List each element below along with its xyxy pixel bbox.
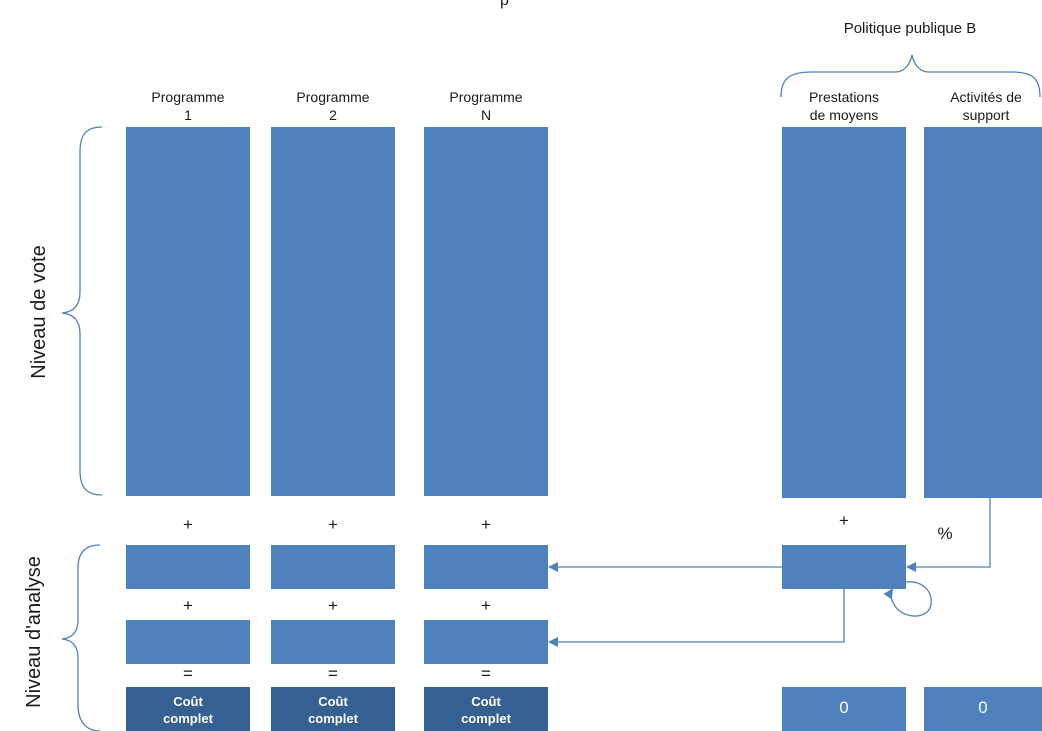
prestations-result-box: [782, 687, 906, 731]
program-1-analysis-box-1: [126, 545, 250, 589]
program-1-analysis-box-2: [126, 620, 250, 664]
program-2-label: Programme 2: [296, 89, 370, 123]
program-n-plus-1: +: [481, 515, 491, 534]
program-2-equals: =: [328, 664, 338, 683]
program-n-vote-box: [424, 127, 548, 496]
program-n-full-cost-label: Coût complet: [461, 694, 511, 726]
vote-level-brace: [61, 126, 103, 496]
program-1-plus-2: +: [183, 596, 193, 615]
policy-b-brace: [780, 54, 1041, 98]
program-1-label: Programme 1: [151, 89, 225, 123]
program-n-label: Programme N: [449, 89, 523, 123]
program-2-plus-2: +: [328, 596, 338, 615]
program-n-equals: =: [481, 664, 491, 683]
prestations-to-program-row2-arrow: [548, 589, 845, 647]
support-operator: %: [937, 524, 953, 543]
self-loop-arrow: [883, 581, 932, 617]
program-2-full-cost-box: [271, 687, 395, 731]
top-title-fragment: p: [500, 0, 509, 9]
program-n-analysis-box-2: [424, 620, 548, 664]
prestations-analysis-box: [782, 545, 906, 589]
program-2-analysis-box-2: [271, 620, 395, 664]
prestations-label: Prestations de moyens: [808, 89, 880, 123]
support-vote-box: [924, 127, 1042, 498]
program-n-plus-2: +: [481, 596, 491, 615]
program-2-full-cost-label: Coût complet: [308, 694, 358, 726]
analysis-level-brace: [61, 544, 101, 731]
support-result-value: 0: [978, 698, 988, 717]
program-1-equals: =: [183, 664, 193, 683]
program-n-full-cost-box: [424, 687, 548, 731]
program-1-vote-box: [126, 127, 250, 496]
program-2-plus-1: +: [328, 515, 338, 534]
policy-b-title: Politique publique B: [843, 20, 977, 37]
program-2-analysis-box-1: [271, 545, 395, 589]
prestations-result-value: 0: [839, 698, 849, 717]
program-1-full-cost-box: [126, 687, 250, 731]
program-1-full-cost-label: Coût complet: [163, 694, 213, 726]
prestations-vote-box: [782, 127, 906, 498]
support-result-box: [924, 687, 1042, 731]
prestations-operator: +: [839, 511, 849, 530]
support-activities-label: Activités de support: [950, 89, 1022, 123]
program-1-plus-1: +: [183, 515, 193, 534]
program-2-vote-box: [271, 127, 395, 496]
program-n-analysis-box-1: [424, 545, 548, 589]
support-to-prestations-arrow: [906, 498, 991, 572]
